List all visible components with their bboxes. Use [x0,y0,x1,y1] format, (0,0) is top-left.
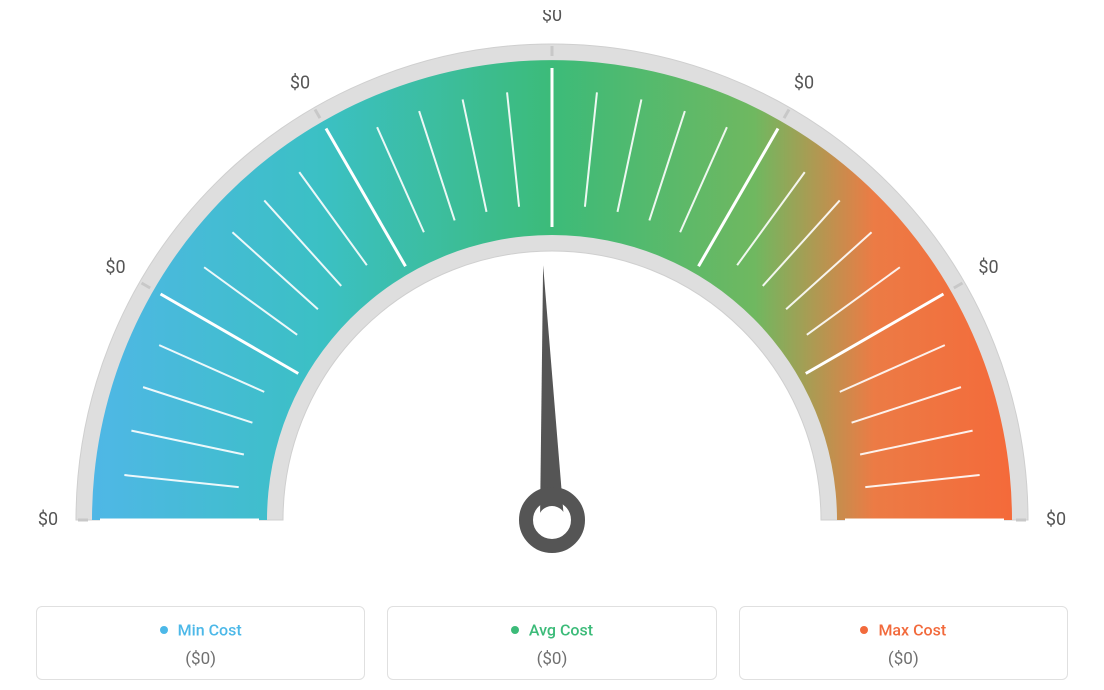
legend-label-avg: Avg Cost [529,620,593,639]
legend-card-min: Min Cost ($0) [36,606,365,680]
legend-value-avg: ($0) [402,649,701,669]
gauge-svg: $0 $0 $0 $0 $0 $0 $0 [22,10,1082,570]
svg-text:$0: $0 [105,257,125,278]
gauge-chart-container: $0 $0 $0 $0 $0 $0 $0 Min Cost ($0) Avg Cost ($… [0,0,1104,690]
svg-text:$0: $0 [542,10,562,26]
legend-value-min: ($0) [51,649,350,669]
svg-text:$0: $0 [290,72,310,93]
legend-card-avg: Avg Cost ($0) [387,606,716,680]
legend-dot-min [160,626,168,634]
legend-label-max: Max Cost [878,620,946,639]
legend-dot-max [860,626,868,634]
svg-text:$0: $0 [1046,509,1066,530]
svg-text:$0: $0 [978,257,998,278]
svg-text:$0: $0 [38,509,58,530]
legend-card-max: Max Cost ($0) [739,606,1068,680]
gauge-area: $0 $0 $0 $0 $0 $0 $0 [22,10,1082,570]
svg-text:$0: $0 [794,72,814,93]
legend-row: Min Cost ($0) Avg Cost ($0) Max Cost ($0… [36,606,1068,680]
legend-label-min: Min Cost [178,620,242,639]
legend-dot-avg [511,626,519,634]
legend-value-max: ($0) [754,649,1053,669]
